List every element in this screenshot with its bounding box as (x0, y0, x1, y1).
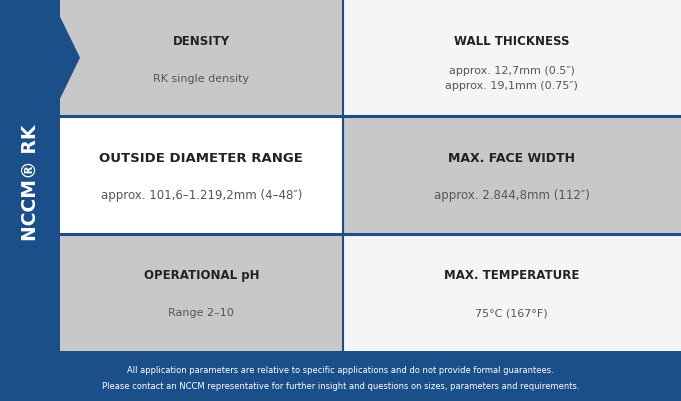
Bar (343, 234, 681, 351)
Bar (60, 117, 343, 234)
Text: All application parameters are relative to specific applications and do not prov: All application parameters are relative … (127, 366, 554, 375)
Bar (60, 0, 343, 117)
Text: approx. 2.844,8mm (112″): approx. 2.844,8mm (112″) (434, 189, 590, 202)
Text: DENSITY: DENSITY (173, 34, 230, 47)
Text: MAX. TEMPERATURE: MAX. TEMPERATURE (444, 269, 580, 282)
Text: OUTSIDE DIAMETER RANGE: OUTSIDE DIAMETER RANGE (99, 152, 303, 164)
Text: WALL THICKNESS: WALL THICKNESS (454, 34, 569, 47)
Text: OPERATIONAL pH: OPERATIONAL pH (144, 269, 259, 282)
Text: 75°C (167°F): 75°C (167°F) (475, 308, 548, 318)
Text: approx. 12,7mm (0.5″)
approx. 19,1mm (0.75″): approx. 12,7mm (0.5″) approx. 19,1mm (0.… (445, 66, 578, 91)
Text: NCCM® RK: NCCM® RK (20, 125, 39, 241)
Bar (343, 0, 681, 117)
Bar (0, 0, 60, 351)
Bar (60, 234, 343, 351)
Text: approx. 101,6–1.219,2mm (4–48″): approx. 101,6–1.219,2mm (4–48″) (101, 189, 302, 202)
Text: Please contact an NCCM representative for further insight and questions on sizes: Please contact an NCCM representative fo… (101, 381, 580, 391)
Text: Range 2–10: Range 2–10 (168, 308, 234, 318)
Bar (343, 117, 681, 234)
Text: RK single density: RK single density (153, 73, 249, 83)
Text: MAX. FACE WIDTH: MAX. FACE WIDTH (448, 152, 575, 164)
Bar (0, 351, 681, 401)
Polygon shape (0, 0, 80, 351)
